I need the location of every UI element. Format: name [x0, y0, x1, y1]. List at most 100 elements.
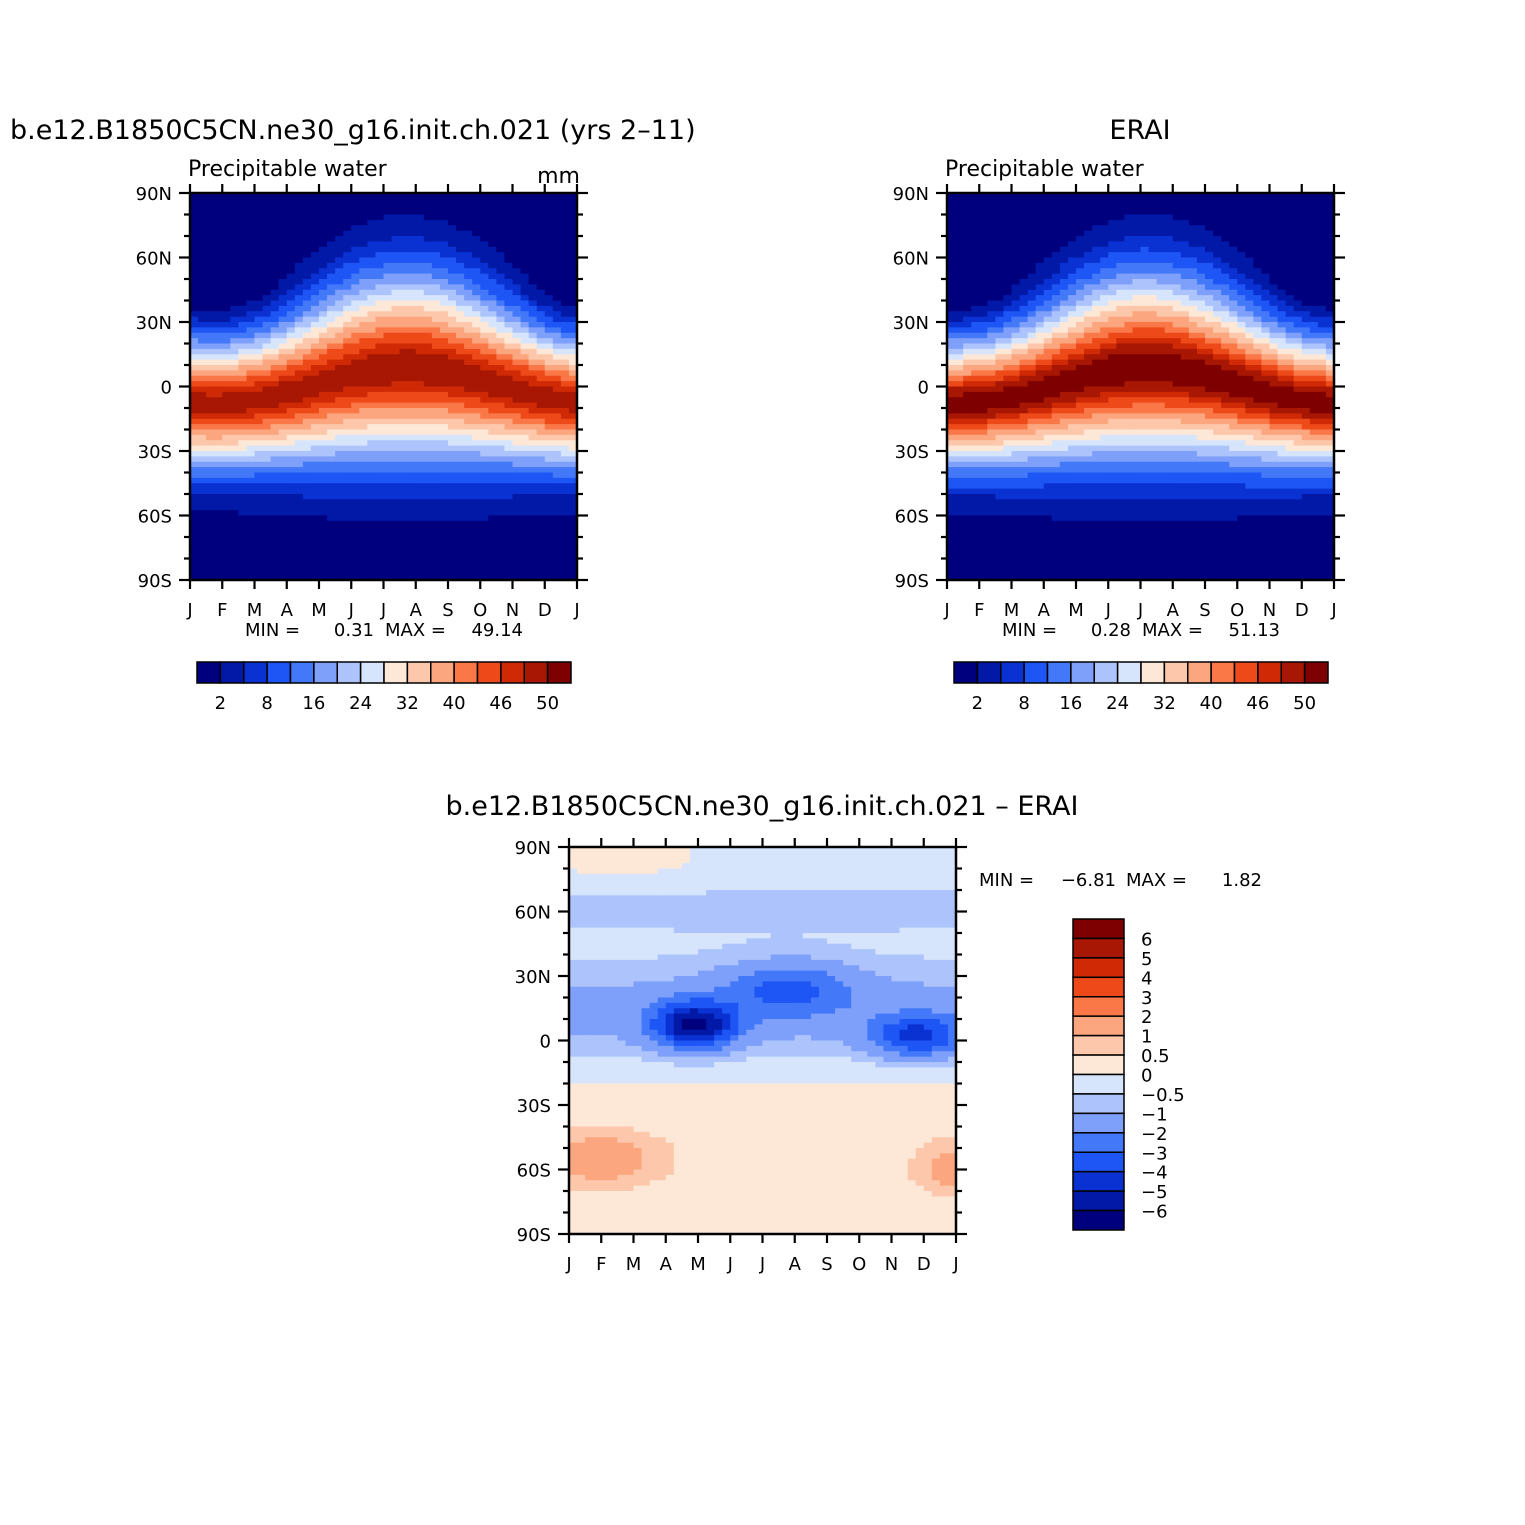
- contour-cell: [399, 327, 409, 334]
- contour-cell: [367, 246, 377, 253]
- contour-cell: [399, 402, 409, 409]
- contour-cell: [439, 483, 449, 490]
- contour-cell: [552, 193, 562, 199]
- contour-cell: [351, 338, 360, 345]
- contour-cell: [222, 365, 231, 371]
- contour-cell: [536, 354, 546, 361]
- contour-cell: [423, 542, 433, 549]
- contour-cell: [1092, 219, 1101, 226]
- contour-cell: [1180, 193, 1190, 199]
- contour-cell: [1221, 332, 1230, 339]
- contour-cell: [310, 477, 320, 484]
- contour-cell: [319, 262, 328, 269]
- contour-cell: [1269, 203, 1279, 210]
- contour-cell: [1164, 279, 1174, 285]
- contour-cell: [391, 305, 401, 312]
- contour-cell: [1116, 322, 1125, 328]
- contour-cell: [319, 504, 328, 511]
- model-min-value: 0.31: [334, 620, 374, 641]
- contour-cell: [254, 504, 264, 511]
- contour-cell: [1116, 203, 1125, 210]
- contour-cell: [214, 236, 223, 242]
- contour-cell: [246, 343, 256, 350]
- contour-cell: [206, 397, 215, 404]
- contour-cell: [1309, 230, 1319, 237]
- contour-cell: [335, 252, 344, 259]
- contour-cell: [270, 520, 280, 527]
- contour-cell: [504, 219, 514, 226]
- contour-cell: [1293, 273, 1303, 280]
- contour-cell: [319, 193, 328, 199]
- contour-cell: [278, 488, 288, 495]
- contour-cell: [383, 375, 393, 382]
- contour-cell: [1059, 203, 1069, 210]
- contour-cell: [214, 230, 223, 237]
- contour-cell: [1019, 214, 1029, 221]
- contour-cell: [238, 338, 248, 345]
- contour-cell: [536, 494, 546, 500]
- contour-cell: [1148, 327, 1158, 334]
- contour-cell: [568, 236, 577, 242]
- contour-cell: [423, 311, 433, 318]
- contour-cell: [302, 504, 312, 511]
- contour-cell: [1237, 246, 1246, 253]
- contour-cell: [238, 510, 248, 517]
- contour-cell: [1035, 209, 1045, 216]
- contour-cell: [230, 413, 239, 420]
- contour-cell: [423, 472, 433, 479]
- contour-cell: [278, 386, 288, 393]
- contour-cell: [496, 467, 506, 474]
- contour-cell: [544, 316, 554, 323]
- contour-cell: [335, 537, 344, 543]
- contour-cell: [448, 504, 457, 511]
- contour-cell: [286, 520, 296, 527]
- contour-cell: [431, 381, 441, 388]
- contour-cell: [1245, 257, 1254, 264]
- contour-cell: [448, 316, 457, 323]
- contour-cell: [528, 418, 538, 425]
- contour-cell: [1253, 305, 1263, 312]
- contour-cell: [367, 440, 377, 447]
- contour-cell: [286, 322, 296, 328]
- contour-cell: [1003, 327, 1013, 334]
- contour-cell: [278, 494, 288, 500]
- contour-cell: [415, 569, 425, 576]
- contour-cell: [1285, 230, 1295, 237]
- contour-cell: [286, 262, 296, 269]
- contour-cell: [198, 289, 207, 296]
- contour-cell: [439, 424, 449, 431]
- contour-cell: [568, 402, 577, 409]
- contour-cell: [552, 295, 562, 302]
- contour-cell: [955, 311, 964, 318]
- contour-cell: [254, 467, 264, 474]
- contour-cell: [536, 327, 546, 334]
- contour-cell: [1221, 209, 1230, 216]
- contour-cell: [327, 510, 336, 517]
- contour-cell: [278, 456, 288, 463]
- contour-cell: [504, 284, 514, 291]
- contour-cell: [270, 338, 280, 345]
- contour-cell: [246, 515, 256, 522]
- contour-cell: [278, 262, 288, 269]
- contour-cell: [1116, 241, 1125, 248]
- contour-cell: [464, 547, 473, 554]
- contour-cell: [1301, 203, 1311, 210]
- contour-cell: [415, 402, 425, 409]
- contour-cell: [1213, 219, 1222, 226]
- contour-cell: [1188, 316, 1198, 323]
- contour-cell: [327, 219, 336, 226]
- contour-cell: [238, 300, 248, 307]
- contour-cell: [963, 203, 972, 210]
- contour-cell: [262, 413, 272, 420]
- contour-cell: [375, 316, 385, 323]
- contour-cell: [963, 252, 972, 259]
- contour-cell: [496, 370, 506, 377]
- contour-cell: [391, 467, 401, 474]
- contour-cell: [190, 375, 199, 382]
- contour-cell: [472, 547, 481, 554]
- contour-cell: [190, 553, 199, 560]
- contour-cell: [238, 386, 248, 393]
- contour-cell: [528, 236, 538, 242]
- contour-cell: [383, 483, 393, 490]
- contour-cell: [995, 332, 1005, 339]
